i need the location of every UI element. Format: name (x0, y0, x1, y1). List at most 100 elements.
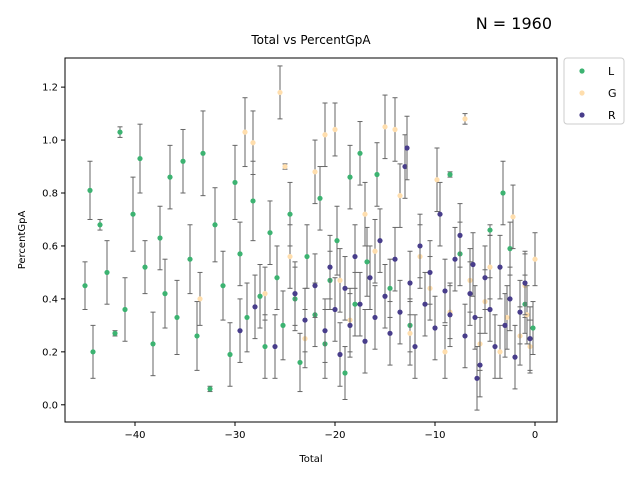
data-point-L (87, 187, 93, 193)
data-point-R (327, 264, 333, 270)
data-point-R (474, 375, 480, 381)
data-point-R (397, 309, 403, 315)
data-point-G (277, 89, 283, 96)
data-point-L (194, 333, 200, 339)
data-point-G (242, 129, 248, 135)
data-point-L (142, 264, 148, 270)
data-point-L (447, 171, 453, 178)
data-point-L (364, 259, 370, 265)
legend-label-L: L (608, 65, 615, 78)
data-point-L (207, 386, 213, 392)
series-G (197, 65, 538, 379)
data-point-R (462, 333, 468, 339)
data-point-R (252, 304, 258, 310)
data-point-G (372, 248, 378, 254)
data-point-R (452, 256, 458, 262)
y-ticks: 0.0 0.2 0.4 0.6 0.8 1.0 1.2 (42, 83, 65, 411)
data-point-L (104, 269, 110, 276)
data-point-R (497, 264, 503, 270)
x-tick-label: −30 (224, 430, 245, 441)
data-point-L (112, 330, 118, 336)
data-point-L (220, 283, 226, 289)
data-point-G (392, 126, 398, 133)
data-point-R (427, 269, 433, 276)
data-point-L (200, 150, 206, 156)
data-point-L (347, 174, 353, 180)
data-point-R (347, 322, 353, 328)
legend-label-R: R (608, 109, 616, 122)
data-point-R (342, 285, 348, 291)
data-point-L (500, 190, 506, 196)
plot-content (82, 65, 538, 411)
data-point-R (507, 296, 513, 302)
data-point-R (477, 362, 483, 368)
data-point-L (174, 314, 180, 321)
data-point-L (507, 246, 513, 252)
data-point-R (487, 306, 493, 313)
data-point-R (302, 317, 308, 323)
data-point-L (262, 343, 268, 350)
data-point-G (434, 177, 440, 183)
data-point-L (287, 211, 293, 217)
data-point-R (237, 328, 243, 334)
data-point-L (130, 211, 136, 217)
data-point-L (334, 238, 340, 244)
data-point-G (312, 169, 318, 175)
data-point-L (250, 198, 256, 204)
data-point-R (432, 325, 438, 331)
data-point-R (362, 338, 368, 344)
x-tick-label: −40 (124, 430, 145, 441)
y-tick-label: 1.0 (42, 136, 58, 147)
data-point-L (342, 370, 348, 376)
data-point-R (512, 354, 518, 360)
y-tick-label: 0.6 (42, 241, 58, 252)
legend: LGR (563, 57, 625, 125)
data-point-G (362, 211, 368, 217)
data-point-R (492, 343, 498, 350)
data-point-R (352, 253, 358, 260)
data-point-R (527, 336, 533, 342)
data-point-G (332, 126, 338, 133)
data-point-L (97, 222, 103, 228)
data-point-G (510, 214, 516, 220)
legend-box (563, 57, 625, 125)
data-point-R (382, 293, 388, 299)
data-point-L (227, 351, 233, 358)
data-point-R (402, 163, 408, 170)
y-tick-label: 0.8 (42, 189, 58, 200)
data-point-R (437, 211, 443, 217)
data-point-R (387, 330, 393, 336)
data-point-G (322, 132, 328, 138)
data-point-G (497, 349, 503, 355)
data-point-L (487, 227, 493, 233)
data-point-G (262, 291, 268, 297)
data-point-L (274, 275, 280, 281)
data-point-L (117, 129, 123, 135)
data-point-L (157, 235, 163, 241)
legend-marker-G (579, 90, 585, 96)
data-point-R (407, 280, 413, 286)
data-point-L (162, 291, 168, 297)
data-point-G (462, 116, 468, 122)
y-tick-label: 1.2 (42, 83, 58, 94)
data-point-L (317, 195, 323, 201)
data-point-R (337, 351, 343, 358)
axes-frame (64, 57, 558, 423)
x-tick-label: 0 (532, 430, 538, 441)
data-point-G (337, 277, 343, 283)
data-point-L (530, 325, 536, 331)
y-tick-label: 0.2 (42, 347, 58, 358)
data-point-L (90, 349, 96, 355)
data-point-L (150, 341, 156, 347)
data-point-L (122, 306, 128, 313)
data-point-R (502, 322, 508, 328)
data-point-L (187, 256, 193, 262)
data-point-R (292, 291, 298, 297)
data-point-G (382, 124, 388, 130)
data-point-G (397, 193, 403, 199)
y-tick-label: 0.0 (42, 400, 58, 411)
data-point-L (180, 158, 186, 164)
data-point-L (280, 322, 286, 328)
data-point-R (372, 314, 378, 321)
